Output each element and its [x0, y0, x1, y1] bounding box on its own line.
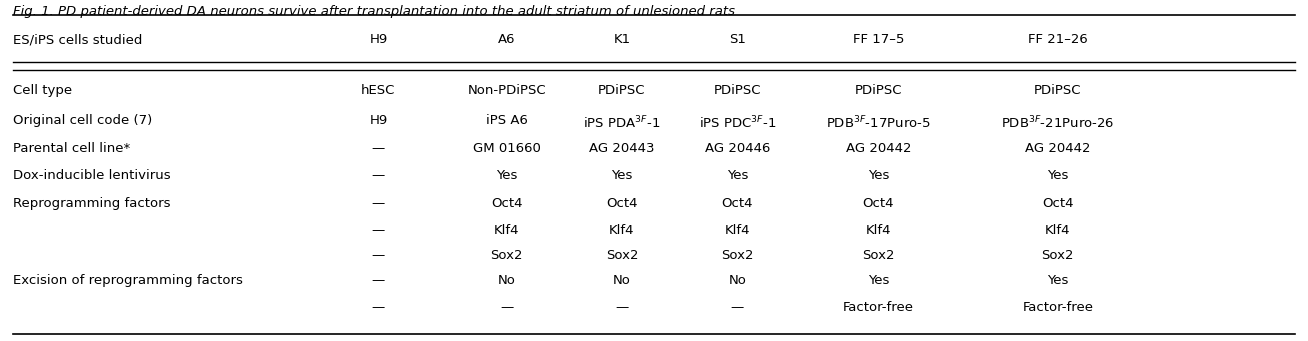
- Text: K1: K1: [613, 33, 630, 46]
- Text: Fig. 1. PD patient-derived DA neurons survive after transplantation into the adu: Fig. 1. PD patient-derived DA neurons su…: [13, 5, 735, 18]
- Text: S1: S1: [729, 33, 746, 46]
- Text: PDB$^{3F}$-21Puro-26: PDB$^{3F}$-21Puro-26: [1001, 114, 1114, 131]
- Text: PDiPSC: PDiPSC: [1035, 84, 1082, 97]
- Text: —: —: [371, 169, 385, 182]
- Text: Yes: Yes: [611, 169, 633, 182]
- Text: Non-PDiPSC: Non-PDiPSC: [467, 84, 545, 97]
- Text: Original cell code (7): Original cell code (7): [13, 114, 152, 127]
- Text: Oct4: Oct4: [1042, 196, 1074, 210]
- Text: AG 20442: AG 20442: [845, 142, 912, 155]
- Text: iPS PDC$^{3F}$-1: iPS PDC$^{3F}$-1: [698, 114, 776, 131]
- Text: PDiPSC: PDiPSC: [854, 84, 903, 97]
- Text: A6: A6: [498, 33, 515, 46]
- Text: Klf4: Klf4: [866, 224, 891, 237]
- Text: No: No: [613, 274, 630, 287]
- Text: Yes: Yes: [867, 169, 889, 182]
- Text: H9: H9: [369, 33, 387, 46]
- Text: Factor-free: Factor-free: [842, 301, 914, 314]
- Text: Yes: Yes: [1048, 169, 1069, 182]
- Text: Sox2: Sox2: [490, 249, 523, 262]
- Text: AG 20443: AG 20443: [589, 142, 655, 155]
- Text: AG 20442: AG 20442: [1025, 142, 1091, 155]
- Text: Sox2: Sox2: [862, 249, 895, 262]
- Text: Cell type: Cell type: [13, 84, 72, 97]
- Text: No: No: [729, 274, 747, 287]
- Text: PDiPSC: PDiPSC: [714, 84, 761, 97]
- Text: —: —: [731, 301, 744, 314]
- Text: —: —: [371, 274, 385, 287]
- Text: —: —: [615, 301, 629, 314]
- Text: Yes: Yes: [496, 169, 517, 182]
- Text: Sox2: Sox2: [1041, 249, 1074, 262]
- Text: PDB$^{3F}$-17Puro-5: PDB$^{3F}$-17Puro-5: [825, 114, 931, 131]
- Text: Parental cell line*: Parental cell line*: [13, 142, 131, 155]
- Text: Sox2: Sox2: [721, 249, 753, 262]
- Text: —: —: [371, 301, 385, 314]
- Text: Dox-inducible lentivirus: Dox-inducible lentivirus: [13, 169, 171, 182]
- Text: iPS A6: iPS A6: [485, 114, 527, 127]
- Text: Klf4: Klf4: [725, 224, 749, 237]
- Text: Excision of reprogramming factors: Excision of reprogramming factors: [13, 274, 243, 287]
- Text: Yes: Yes: [727, 169, 748, 182]
- Text: AG 20446: AG 20446: [705, 142, 770, 155]
- Text: hESC: hESC: [361, 84, 395, 97]
- Text: Oct4: Oct4: [722, 196, 753, 210]
- Text: Klf4: Klf4: [1045, 224, 1070, 237]
- Text: Oct4: Oct4: [490, 196, 522, 210]
- Text: —: —: [371, 224, 385, 237]
- Text: iPS PDA$^{3F}$-1: iPS PDA$^{3F}$-1: [583, 114, 661, 131]
- Text: Yes: Yes: [1048, 274, 1069, 287]
- Text: Klf4: Klf4: [494, 224, 519, 237]
- Text: —: —: [500, 301, 513, 314]
- Text: GM 01660: GM 01660: [472, 142, 540, 155]
- Text: FF 17–5: FF 17–5: [853, 33, 904, 46]
- Text: H9: H9: [369, 114, 387, 127]
- Text: Klf4: Klf4: [610, 224, 634, 237]
- Text: No: No: [497, 274, 515, 287]
- Text: Oct4: Oct4: [606, 196, 638, 210]
- Text: Oct4: Oct4: [862, 196, 895, 210]
- Text: ES/iPS cells studied: ES/iPS cells studied: [13, 33, 143, 46]
- Text: Reprogramming factors: Reprogramming factors: [13, 196, 170, 210]
- Text: Factor-free: Factor-free: [1023, 301, 1093, 314]
- Text: PDiPSC: PDiPSC: [598, 84, 646, 97]
- Text: FF 21–26: FF 21–26: [1028, 33, 1088, 46]
- Text: Sox2: Sox2: [606, 249, 638, 262]
- Text: —: —: [371, 196, 385, 210]
- Text: —: —: [371, 249, 385, 262]
- Text: —: —: [371, 142, 385, 155]
- Text: Yes: Yes: [867, 274, 889, 287]
